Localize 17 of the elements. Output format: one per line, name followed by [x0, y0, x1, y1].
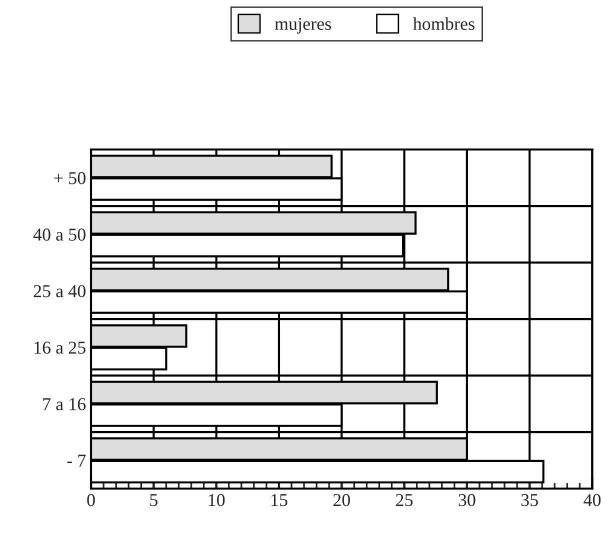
y-tick-label: - 7 [67, 454, 86, 467]
x-tick-label: 10 [208, 494, 225, 506]
x-tick-label: 5 [150, 494, 158, 506]
y-tick-label: + 50 [54, 172, 86, 184]
x-tick-label: 35 [521, 494, 538, 506]
legend-label: hombres [413, 17, 474, 30]
x-tick-label: 40 [584, 494, 601, 506]
x-tick-label: 0 [87, 494, 95, 506]
x-tick-label: 20 [333, 494, 350, 506]
x-tick-label: 25 [396, 494, 413, 506]
y-tick-label: 7 a 16 [43, 398, 86, 410]
y-tick-label: 16 a 25 [34, 342, 86, 354]
y-tick-label: 40 a 50 [33, 228, 86, 241]
legend-label: mujeres [274, 18, 331, 34]
y-tick-label: 25 a 40 [34, 285, 86, 298]
x-tick-label: 30 [458, 494, 476, 506]
x-tick-label: 15 [272, 494, 288, 506]
